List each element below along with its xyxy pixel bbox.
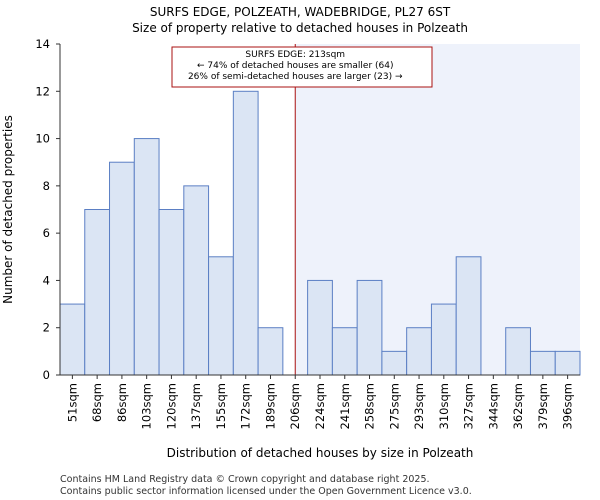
y-tick-label: 12 bbox=[35, 84, 50, 98]
x-tick-label: 327sqm bbox=[462, 383, 476, 429]
y-axis-ticks: 0 2 4 6 8 10 12 14 bbox=[35, 37, 60, 382]
chart-title: SURFS EDGE, POLZEATH, WADEBRIDGE, PL27 6… bbox=[150, 5, 451, 19]
bar-241sqm bbox=[331, 327, 358, 376]
x-tick-label: 189sqm bbox=[263, 383, 277, 429]
x-tick-label: 293sqm bbox=[412, 383, 426, 429]
chart-subtitle: Size of property relative to detached ho… bbox=[132, 21, 468, 35]
x-axis-label: Distribution of detached houses by size … bbox=[167, 446, 474, 460]
footer-line-2: Contains public sector information licen… bbox=[60, 486, 472, 497]
bar-224sqm bbox=[307, 279, 333, 376]
x-tick-label: 51sqm bbox=[65, 383, 79, 422]
x-tick-label: 172sqm bbox=[239, 383, 253, 429]
x-tick-label: 396sqm bbox=[561, 383, 575, 429]
bar-327sqm bbox=[455, 256, 482, 376]
x-tick-label: 120sqm bbox=[164, 383, 178, 429]
bar-51sqm bbox=[59, 303, 86, 376]
annotation-line-smaller: ← 74% of detached houses are smaller (64… bbox=[197, 61, 394, 71]
bar-310sqm bbox=[430, 303, 457, 376]
x-tick-label: 224sqm bbox=[313, 383, 327, 429]
x-tick-label: 344sqm bbox=[486, 383, 500, 429]
bar-379sqm bbox=[529, 350, 556, 376]
bar-103sqm bbox=[133, 138, 160, 376]
x-tick-label: 137sqm bbox=[189, 383, 203, 429]
bar-275sqm bbox=[381, 350, 408, 376]
x-tick-label: 206sqm bbox=[288, 383, 302, 429]
footer-line-1: Contains HM Land Registry data © Crown c… bbox=[60, 474, 430, 485]
bar-189sqm bbox=[257, 327, 284, 376]
y-tick-label: 6 bbox=[43, 226, 50, 240]
x-tick-label: 68sqm bbox=[90, 383, 104, 422]
x-tick-label: 155sqm bbox=[214, 383, 228, 429]
bar-86sqm bbox=[109, 161, 135, 376]
bar-172sqm bbox=[232, 90, 259, 376]
x-tick-label: 275sqm bbox=[387, 383, 401, 429]
x-axis-ticks: 51sqm 68sqm 86sqm 103sqm 120sqm 137sqm 155sqm 1… bbox=[65, 375, 575, 429]
x-tick-label: 103sqm bbox=[140, 383, 154, 429]
bar-362sqm bbox=[505, 327, 531, 376]
y-tick-label: 10 bbox=[35, 132, 50, 146]
y-axis-label: Number of detached properties bbox=[1, 115, 15, 304]
annotation-line-title: SURFS EDGE: 213sqm bbox=[245, 50, 345, 60]
x-tick-label: 379sqm bbox=[536, 383, 550, 429]
bar-68sqm bbox=[84, 209, 111, 376]
bars bbox=[59, 90, 581, 376]
bar-258sqm bbox=[356, 279, 383, 376]
bar-155sqm bbox=[208, 256, 234, 376]
bar-396sqm bbox=[554, 350, 581, 376]
y-tick-label: 4 bbox=[43, 273, 50, 287]
y-tick-label: 0 bbox=[43, 368, 50, 382]
bar-293sqm bbox=[406, 327, 432, 376]
bar-137sqm bbox=[183, 185, 210, 376]
x-tick-label: 258sqm bbox=[363, 383, 377, 429]
bar-120sqm bbox=[158, 209, 185, 376]
x-tick-label: 86sqm bbox=[115, 383, 129, 422]
annotation-line-larger: 26% of semi-detached houses are larger (… bbox=[188, 72, 403, 82]
y-tick-label: 8 bbox=[43, 179, 50, 193]
annotation-box: SURFS EDGE: 213sqm ← 74% of detached hou… bbox=[171, 46, 433, 88]
y-tick-label: 2 bbox=[43, 321, 50, 335]
x-tick-label: 310sqm bbox=[437, 383, 451, 429]
x-tick-label: 241sqm bbox=[338, 383, 352, 429]
x-tick-label: 362sqm bbox=[511, 383, 525, 429]
y-tick-label: 14 bbox=[35, 37, 50, 51]
